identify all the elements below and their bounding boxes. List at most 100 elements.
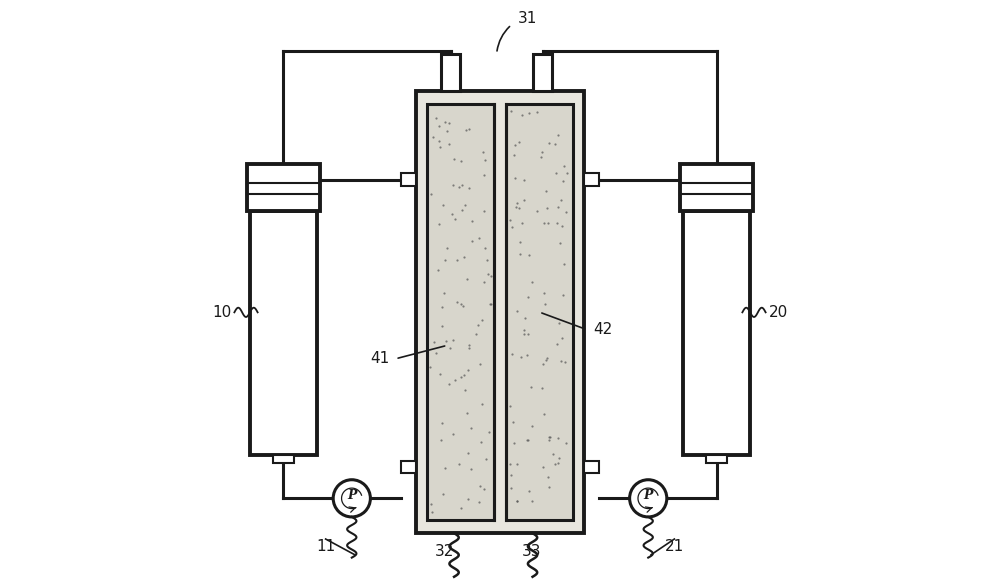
- Point: [539, 353, 555, 362]
- Point: [445, 336, 461, 345]
- Point: [509, 496, 525, 505]
- Point: [557, 358, 573, 367]
- Point: [446, 155, 462, 164]
- Point: [477, 155, 493, 165]
- Point: [524, 496, 540, 506]
- Point: [534, 147, 550, 157]
- Point: [520, 435, 536, 444]
- Text: P: P: [644, 489, 653, 502]
- Text: P: P: [347, 489, 356, 502]
- Point: [464, 216, 480, 225]
- Bar: [506, 105, 573, 520]
- Bar: [441, 54, 460, 92]
- Point: [536, 218, 552, 227]
- Point: [516, 329, 532, 338]
- Point: [509, 199, 525, 208]
- Point: [471, 497, 487, 506]
- Point: [430, 266, 446, 275]
- Point: [461, 343, 477, 353]
- Point: [435, 200, 451, 210]
- Point: [549, 218, 565, 227]
- Point: [458, 125, 474, 134]
- Point: [556, 162, 572, 171]
- Point: [538, 355, 554, 364]
- Text: 31: 31: [517, 11, 537, 26]
- Point: [444, 209, 460, 218]
- Point: [460, 494, 476, 503]
- Point: [474, 399, 490, 409]
- Point: [553, 357, 569, 366]
- Point: [538, 186, 554, 196]
- Point: [476, 278, 492, 287]
- Point: [541, 138, 557, 147]
- Point: [539, 203, 555, 213]
- Point: [536, 288, 552, 297]
- Point: [523, 383, 539, 392]
- Bar: [584, 461, 599, 474]
- Point: [535, 360, 551, 369]
- Point: [524, 277, 540, 286]
- Point: [514, 110, 530, 120]
- Point: [476, 170, 492, 179]
- Point: [428, 113, 444, 123]
- Point: [438, 336, 454, 346]
- Point: [461, 340, 477, 349]
- Point: [503, 107, 519, 116]
- Text: 32: 32: [435, 544, 454, 559]
- Bar: [427, 105, 494, 520]
- Point: [551, 454, 567, 463]
- Point: [437, 117, 453, 126]
- Text: 10: 10: [212, 305, 231, 320]
- Point: [509, 306, 525, 315]
- Point: [541, 435, 557, 444]
- Point: [431, 121, 447, 130]
- Point: [442, 343, 458, 352]
- Point: [463, 423, 479, 433]
- Point: [502, 402, 518, 411]
- Point: [509, 460, 525, 469]
- Text: 20: 20: [769, 305, 788, 320]
- Point: [483, 300, 499, 309]
- Point: [436, 288, 452, 297]
- Point: [556, 259, 572, 268]
- Point: [503, 470, 519, 479]
- Point: [468, 330, 484, 339]
- Point: [508, 203, 524, 212]
- Point: [529, 107, 545, 117]
- Point: [520, 293, 536, 302]
- Bar: [401, 173, 416, 186]
- Point: [432, 142, 448, 151]
- Point: [422, 363, 438, 372]
- Point: [445, 429, 461, 439]
- Point: [471, 233, 487, 242]
- Circle shape: [333, 479, 370, 517]
- Point: [475, 147, 491, 157]
- Bar: [273, 455, 294, 464]
- Point: [457, 201, 473, 210]
- Point: [453, 157, 469, 166]
- Point: [464, 236, 480, 245]
- Point: [428, 349, 444, 358]
- Point: [455, 301, 471, 311]
- Point: [472, 482, 488, 491]
- Point: [439, 126, 455, 135]
- Point: [445, 180, 461, 189]
- Point: [456, 370, 472, 380]
- Point: [524, 422, 540, 431]
- Point: [554, 221, 570, 231]
- Point: [535, 462, 551, 471]
- Point: [540, 218, 556, 227]
- Point: [559, 169, 575, 178]
- Point: [521, 486, 537, 496]
- Point: [516, 325, 532, 335]
- Point: [433, 435, 449, 444]
- Point: [423, 499, 439, 509]
- Point: [425, 133, 441, 142]
- Point: [461, 184, 477, 193]
- Point: [504, 350, 520, 359]
- Point: [441, 119, 457, 128]
- Bar: [416, 92, 584, 533]
- Point: [533, 152, 549, 162]
- Point: [548, 168, 564, 178]
- Point: [437, 464, 453, 473]
